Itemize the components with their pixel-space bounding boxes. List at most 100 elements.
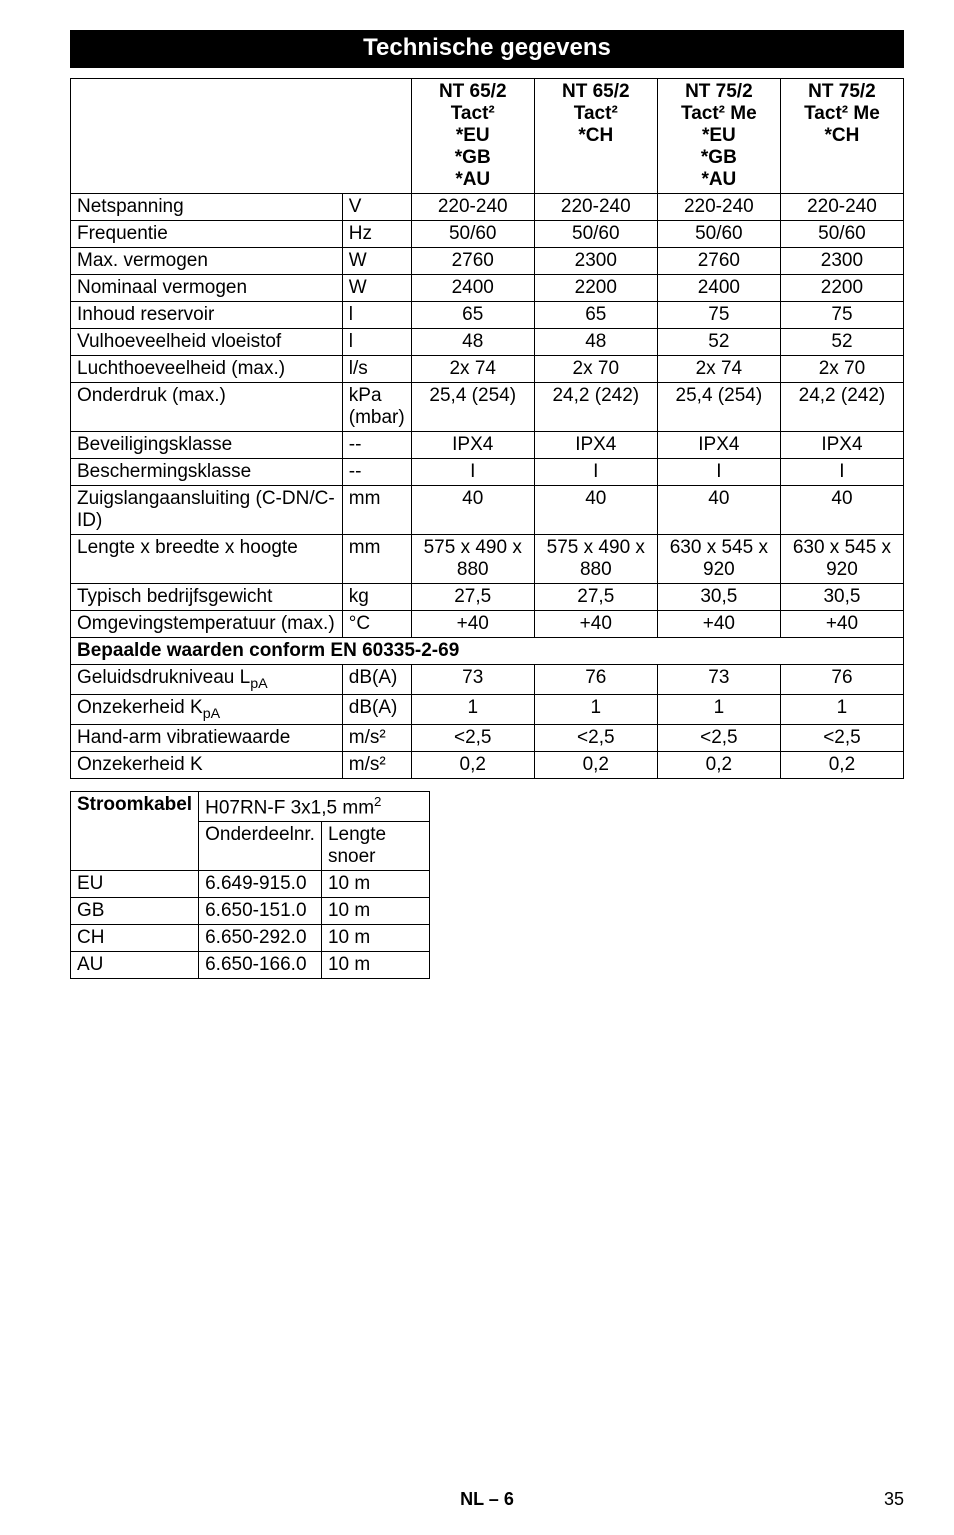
- row-value: 0,2: [657, 751, 780, 778]
- table-row: GB6.650-151.010 m: [71, 897, 430, 924]
- row-label: Geluidsdrukniveau LpA: [71, 665, 343, 695]
- footer-center: NL – 6: [70, 1489, 904, 1510]
- table-row: Onderdruk (max.)kPa (mbar)25,4 (254)24,2…: [71, 383, 904, 432]
- row-value: 2300: [534, 248, 657, 275]
- table-row: Typisch bedrijfsgewichtkg27,527,530,530,…: [71, 584, 904, 611]
- row-unit: m/s²: [342, 751, 411, 778]
- row-label: Onzekerheid KpA: [71, 694, 343, 724]
- table-row: Omgevingstemperatuur (max.)°C+40+40+40+4…: [71, 611, 904, 638]
- col-header-1: NT 65/2Tact²*CH: [534, 79, 657, 194]
- cable-cell: 6.650-292.0: [199, 924, 322, 951]
- row-value: 575 x 490 x 880: [534, 535, 657, 584]
- row-label: Onzekerheid K: [71, 751, 343, 778]
- row-value: 50/60: [780, 221, 903, 248]
- row-unit: W: [342, 248, 411, 275]
- row-value: 40: [657, 486, 780, 535]
- cable-cell: 10 m: [321, 870, 429, 897]
- row-value: <2,5: [534, 724, 657, 751]
- cable-cell: 6.650-166.0: [199, 951, 322, 978]
- row-unit: l: [342, 329, 411, 356]
- cable-cell: CH: [71, 924, 199, 951]
- row-value: <2,5: [411, 724, 534, 751]
- table-row: Inhoud reservoirl65657575: [71, 302, 904, 329]
- row-value: 2760: [411, 248, 534, 275]
- row-label: Inhoud reservoir: [71, 302, 343, 329]
- row-value: I: [534, 459, 657, 486]
- cable-cell: AU: [71, 951, 199, 978]
- table-row: NetspanningV220-240220-240220-240220-240: [71, 194, 904, 221]
- row-unit: W: [342, 275, 411, 302]
- row-value: 220-240: [657, 194, 780, 221]
- row-value: 27,5: [411, 584, 534, 611]
- row-unit: dB(A): [342, 694, 411, 724]
- row-value: 575 x 490 x 880: [411, 535, 534, 584]
- row-label: Nominaal vermogen: [71, 275, 343, 302]
- row-label: Netspanning: [71, 194, 343, 221]
- cable-cell: 10 m: [321, 924, 429, 951]
- row-value: 52: [780, 329, 903, 356]
- row-label: Frequentie: [71, 221, 343, 248]
- row-value: IPX4: [780, 432, 903, 459]
- row-unit: mm: [342, 486, 411, 535]
- row-label: Lengte x breedte x hoogte: [71, 535, 343, 584]
- row-value: 1: [780, 694, 903, 724]
- row-value: 0,2: [534, 751, 657, 778]
- row-value: 0,2: [411, 751, 534, 778]
- row-value: 65: [411, 302, 534, 329]
- row-value: 25,4 (254): [657, 383, 780, 432]
- table-row: Beveiligingsklasse--IPX4IPX4IPX4IPX4: [71, 432, 904, 459]
- row-unit: Hz: [342, 221, 411, 248]
- row-value: 220-240: [780, 194, 903, 221]
- table-row: EU6.649-915.010 m: [71, 870, 430, 897]
- row-value: 1: [657, 694, 780, 724]
- row-value: +40: [534, 611, 657, 638]
- row-label: Omgevingstemperatuur (max.): [71, 611, 343, 638]
- row-value: +40: [780, 611, 903, 638]
- row-label: Onderdruk (max.): [71, 383, 343, 432]
- cable-header-row: Stroomkabel H07RN-F 3x1,5 mm2: [71, 791, 430, 821]
- table-header-row: NT 65/2Tact²*EU*GB*AU NT 65/2Tact²*CH NT…: [71, 79, 904, 194]
- row-value: 30,5: [780, 584, 903, 611]
- row-unit: mm: [342, 535, 411, 584]
- row-value: 27,5: [534, 584, 657, 611]
- row-value: 220-240: [411, 194, 534, 221]
- cable-cell: 6.650-151.0: [199, 897, 322, 924]
- table-row: Vulhoeveelheid vloeistofl48485252: [71, 329, 904, 356]
- row-value: 2300: [780, 248, 903, 275]
- row-value: 65: [534, 302, 657, 329]
- table-row: Lengte x breedte x hoogtemm575 x 490 x 8…: [71, 535, 904, 584]
- row-value: IPX4: [657, 432, 780, 459]
- cable-cell: 10 m: [321, 951, 429, 978]
- table-row: Onzekerheid Km/s²0,20,20,20,2: [71, 751, 904, 778]
- col-header-0: NT 65/2Tact²*EU*GB*AU: [411, 79, 534, 194]
- cable-cell: 6.649-915.0: [199, 870, 322, 897]
- row-value: 48: [411, 329, 534, 356]
- footer-page-number: 35: [884, 1489, 904, 1510]
- table-row: Hand-arm vibratiewaardem/s²<2,5<2,5<2,5<…: [71, 724, 904, 751]
- col-header-2: NT 75/2Tact² Me*EU*GB*AU: [657, 79, 780, 194]
- row-value: I: [657, 459, 780, 486]
- cable-title-label: Stroomkabel: [71, 791, 199, 870]
- row-unit: m/s²: [342, 724, 411, 751]
- table-row: Nominaal vermogenW2400220024002200: [71, 275, 904, 302]
- row-value: 76: [780, 665, 903, 695]
- table-row: Beschermingsklasse--IIII: [71, 459, 904, 486]
- row-label: Beschermingsklasse: [71, 459, 343, 486]
- row-value: IPX4: [534, 432, 657, 459]
- cable-cell: EU: [71, 870, 199, 897]
- row-value: 73: [657, 665, 780, 695]
- row-value: +40: [657, 611, 780, 638]
- row-value: <2,5: [657, 724, 780, 751]
- header-empty-2: [342, 79, 411, 194]
- row-label: Zuigslangaansluiting (C-DN/C-ID): [71, 486, 343, 535]
- row-value: 630 x 545 x 920: [657, 535, 780, 584]
- row-unit: kg: [342, 584, 411, 611]
- row-value: 52: [657, 329, 780, 356]
- row-label: Luchthoeveelheid (max.): [71, 356, 343, 383]
- page-title: Technische gegevens: [70, 30, 904, 68]
- page-footer: NL – 6 35: [70, 1489, 904, 1510]
- section-header: Bepaalde waarden conform EN 60335-2-69: [71, 638, 904, 665]
- row-value: 75: [780, 302, 903, 329]
- row-unit: dB(A): [342, 665, 411, 695]
- table-row: Max. vermogenW2760230027602300: [71, 248, 904, 275]
